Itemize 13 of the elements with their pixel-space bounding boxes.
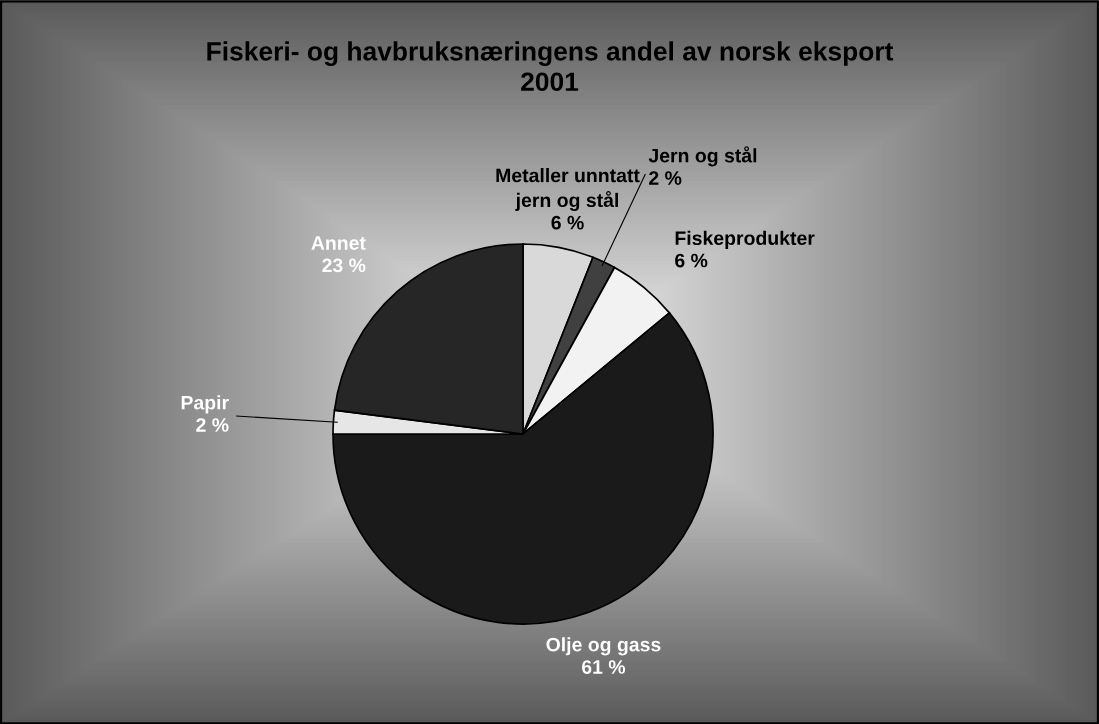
data-label: 23 % (322, 258, 366, 273)
data-label: 6 % (551, 215, 584, 230)
slice-label: Metaller unntatt jern og stål (496, 168, 640, 212)
slice-label: Jern og stål (648, 146, 757, 167)
slice-label: Annet (311, 236, 366, 250)
data-label: 61 % (582, 660, 626, 674)
slice-label: Fiskeprodukter (675, 230, 815, 249)
data-label: 6 % (675, 253, 708, 268)
chart-title: Fiskeri- og havbruksnæringens andel av norsk eksport 2001 (207, 41, 894, 92)
slice-label: Papir (181, 395, 229, 414)
data-label: 2 % (649, 171, 682, 185)
data-label: 2 % (196, 418, 229, 432)
slice-label: Olje og gass (546, 637, 661, 656)
